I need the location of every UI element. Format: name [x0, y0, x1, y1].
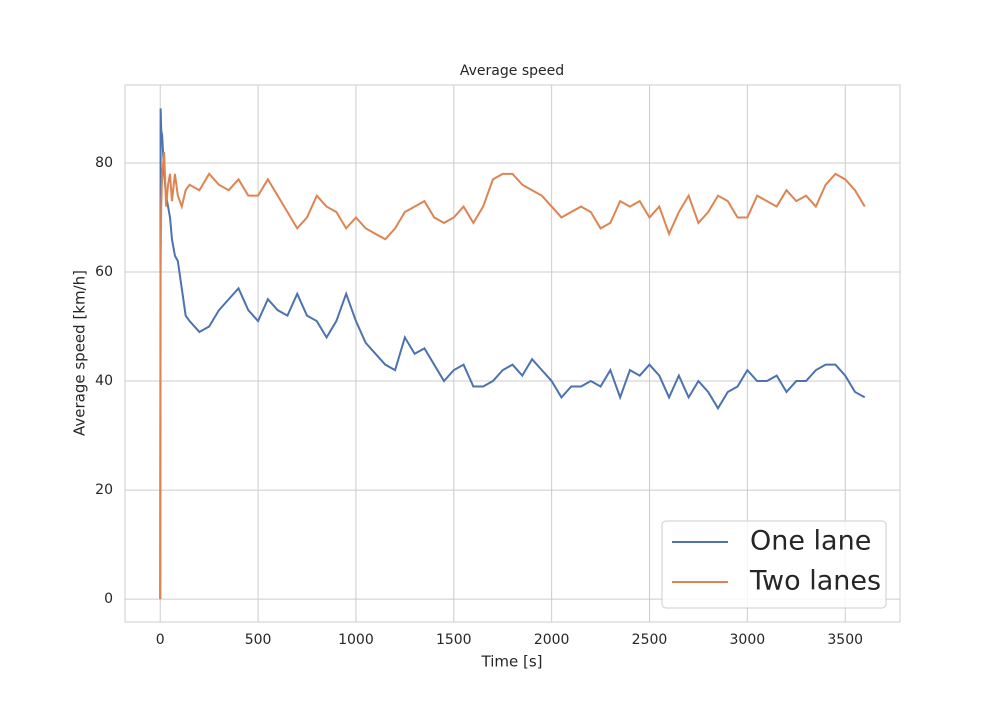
y-tick-label: 80 [95, 155, 113, 171]
legend-label: Two lanes [749, 566, 881, 597]
x-tick-label: 1500 [436, 632, 472, 648]
y-axis-label: Average speed [km/h] [71, 270, 89, 436]
x-tick-label: 2000 [534, 632, 570, 648]
legend-label: One lane [750, 526, 871, 557]
x-tick-label: 3500 [827, 632, 863, 648]
data-line [159, 108, 866, 600]
x-tick-label: 500 [245, 632, 272, 648]
x-tick-label: 1000 [338, 632, 374, 648]
x-tick-label: 0 [156, 632, 165, 648]
y-tick-label: 0 [104, 591, 113, 607]
data-line [159, 151, 866, 600]
y-tick-label: 20 [95, 482, 113, 498]
x-tick-label: 3000 [730, 632, 766, 648]
x-tick-label: 2500 [632, 632, 668, 648]
y-tick-label: 60 [95, 264, 113, 280]
x-axis-label: Time [s] [481, 653, 543, 671]
chart-title: Average speed [460, 63, 564, 79]
y-tick-label: 40 [95, 373, 113, 389]
